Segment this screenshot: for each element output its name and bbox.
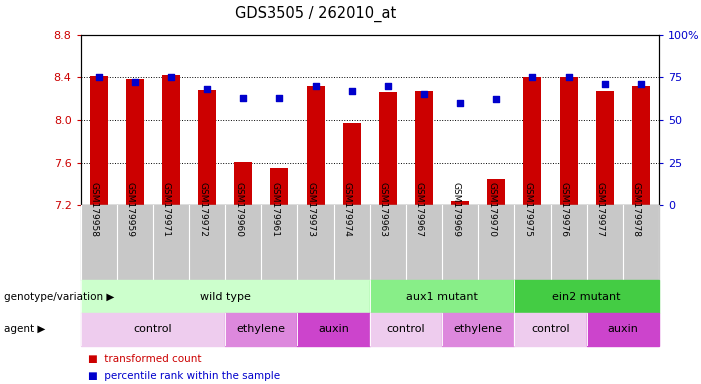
Point: [491, 96, 502, 103]
Text: GSM179967: GSM179967: [415, 182, 424, 237]
Text: auxin: auxin: [318, 324, 349, 334]
Text: GDS3505 / 262010_at: GDS3505 / 262010_at: [235, 6, 396, 22]
Text: ■  percentile rank within the sample: ■ percentile rank within the sample: [88, 371, 280, 381]
Point: [93, 74, 104, 80]
Bar: [369, 280, 515, 313]
Text: control: control: [531, 324, 570, 334]
Bar: [90, 76, 108, 205]
Bar: [524, 77, 541, 205]
Bar: [343, 123, 361, 205]
Bar: [81, 313, 225, 346]
Text: GSM179972: GSM179972: [198, 182, 207, 237]
Text: wild type: wild type: [200, 291, 251, 302]
Text: GSM179963: GSM179963: [379, 182, 388, 237]
Bar: [515, 313, 587, 346]
Bar: [487, 179, 505, 205]
Bar: [369, 313, 442, 346]
Text: GSM179975: GSM179975: [524, 182, 533, 237]
Text: GSM179969: GSM179969: [451, 182, 460, 237]
Point: [599, 81, 611, 87]
Point: [238, 95, 249, 101]
Bar: [632, 86, 650, 205]
Bar: [442, 313, 515, 346]
Text: ■  transformed count: ■ transformed count: [88, 354, 201, 364]
Text: auxin: auxin: [607, 324, 638, 334]
Text: GSM179959: GSM179959: [126, 182, 135, 237]
Text: ethylene: ethylene: [454, 324, 503, 334]
Text: agent ▶: agent ▶: [4, 324, 45, 334]
Bar: [162, 75, 180, 205]
Bar: [81, 280, 370, 313]
Point: [635, 81, 646, 87]
Text: GSM179977: GSM179977: [596, 182, 605, 237]
Bar: [198, 90, 216, 205]
Text: GSM179973: GSM179973: [306, 182, 315, 237]
Text: GSM179960: GSM179960: [234, 182, 243, 237]
Bar: [587, 313, 659, 346]
Point: [129, 79, 140, 86]
Point: [346, 88, 358, 94]
Text: aux1 mutant: aux1 mutant: [406, 291, 478, 302]
Text: control: control: [134, 324, 172, 334]
Text: control: control: [387, 324, 426, 334]
Text: genotype/variation ▶: genotype/variation ▶: [4, 291, 114, 302]
Bar: [415, 91, 433, 205]
Point: [382, 83, 393, 89]
Bar: [271, 168, 288, 205]
Point: [274, 95, 285, 101]
Bar: [306, 86, 325, 205]
Text: GSM179974: GSM179974: [343, 182, 352, 237]
Bar: [379, 92, 397, 205]
Bar: [596, 91, 614, 205]
Point: [418, 91, 430, 98]
Text: GSM179961: GSM179961: [271, 182, 280, 237]
Text: GSM179958: GSM179958: [90, 182, 99, 237]
Text: ethylene: ethylene: [237, 324, 286, 334]
Text: GSM179978: GSM179978: [632, 182, 641, 237]
Point: [454, 100, 465, 106]
Text: ein2 mutant: ein2 mutant: [552, 291, 621, 302]
Point: [563, 74, 574, 80]
Point: [310, 83, 321, 89]
Bar: [451, 201, 469, 205]
Point: [527, 74, 538, 80]
Bar: [234, 162, 252, 205]
Bar: [297, 313, 369, 346]
Text: GSM179970: GSM179970: [487, 182, 496, 237]
Text: GSM179971: GSM179971: [162, 182, 171, 237]
Bar: [559, 77, 578, 205]
Bar: [125, 79, 144, 205]
Point: [201, 86, 212, 92]
Point: [165, 74, 177, 80]
Bar: [225, 313, 297, 346]
Bar: [515, 280, 659, 313]
Text: GSM179976: GSM179976: [559, 182, 569, 237]
